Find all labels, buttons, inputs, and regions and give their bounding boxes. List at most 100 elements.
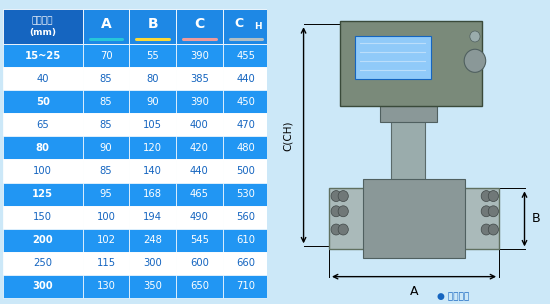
Circle shape	[464, 49, 486, 72]
Bar	[3, 44, 82, 67]
Text: 65: 65	[36, 120, 49, 130]
Text: 350: 350	[144, 282, 162, 291]
Text: 15~25: 15~25	[25, 51, 61, 60]
Text: 650: 650	[190, 282, 209, 291]
Bar	[129, 9, 176, 44]
Bar	[3, 9, 82, 44]
Text: 545: 545	[190, 235, 209, 245]
Bar	[82, 136, 129, 160]
Bar	[129, 275, 176, 298]
Circle shape	[488, 206, 498, 217]
Text: 450: 450	[236, 97, 256, 107]
Bar	[82, 229, 129, 252]
Text: 100: 100	[97, 212, 116, 222]
Bar	[82, 206, 129, 229]
Bar	[355, 36, 431, 79]
Text: 100: 100	[33, 166, 52, 176]
Text: 仪表口径
(mm): 仪表口径 (mm)	[29, 16, 56, 37]
Text: ● 常规仪表: ● 常规仪表	[437, 292, 469, 301]
Text: 600: 600	[190, 258, 209, 268]
Circle shape	[338, 191, 348, 202]
Text: 85: 85	[100, 97, 112, 107]
Bar	[223, 90, 270, 113]
Circle shape	[331, 224, 341, 235]
Bar	[223, 9, 270, 44]
Bar	[329, 188, 499, 249]
Text: B: B	[531, 212, 540, 225]
Bar	[223, 160, 270, 182]
Bar	[3, 160, 82, 182]
Circle shape	[331, 191, 341, 202]
Bar	[176, 206, 223, 229]
Text: C(CH): C(CH)	[283, 120, 293, 150]
Text: 385: 385	[190, 74, 209, 84]
Text: 150: 150	[33, 212, 52, 222]
Bar	[176, 160, 223, 182]
Bar	[82, 113, 129, 136]
Bar	[176, 44, 223, 67]
Text: C: C	[194, 16, 205, 31]
Bar	[82, 275, 129, 298]
Bar	[3, 113, 82, 136]
Circle shape	[488, 191, 498, 202]
Bar	[392, 116, 425, 188]
Text: 250: 250	[33, 258, 52, 268]
Text: 465: 465	[190, 189, 209, 199]
Text: 455: 455	[236, 51, 256, 60]
Text: A: A	[410, 285, 419, 298]
Bar	[82, 160, 129, 182]
Circle shape	[481, 224, 491, 235]
Bar	[223, 136, 270, 160]
Text: 470: 470	[236, 120, 256, 130]
Bar	[129, 206, 176, 229]
Bar	[129, 67, 176, 90]
Text: 440: 440	[236, 74, 255, 84]
Bar	[82, 182, 129, 206]
Bar	[176, 67, 223, 90]
Bar	[129, 44, 176, 67]
Bar	[223, 206, 270, 229]
Text: 105: 105	[143, 120, 162, 130]
Text: 420: 420	[190, 143, 209, 153]
Bar	[340, 21, 482, 106]
Bar	[223, 67, 270, 90]
Bar	[363, 179, 465, 258]
Bar	[3, 229, 82, 252]
Bar	[223, 182, 270, 206]
Text: 390: 390	[190, 97, 209, 107]
Text: 70: 70	[100, 51, 112, 60]
Bar	[3, 182, 82, 206]
Text: 90: 90	[100, 143, 112, 153]
Bar	[176, 229, 223, 252]
Bar	[176, 275, 223, 298]
Circle shape	[470, 31, 480, 42]
Text: 80: 80	[36, 143, 50, 153]
Bar	[82, 90, 129, 113]
Bar	[223, 275, 270, 298]
Text: 440: 440	[190, 166, 209, 176]
Bar	[380, 106, 437, 122]
Text: 55: 55	[146, 51, 159, 60]
Text: 660: 660	[236, 258, 256, 268]
Bar	[129, 136, 176, 160]
Text: 85: 85	[100, 74, 112, 84]
Bar	[223, 113, 270, 136]
Bar	[176, 90, 223, 113]
Bar	[82, 67, 129, 90]
Text: 80: 80	[146, 74, 159, 84]
Text: 480: 480	[236, 143, 255, 153]
Bar	[129, 113, 176, 136]
Text: 120: 120	[143, 143, 162, 153]
Text: 95: 95	[100, 189, 112, 199]
Bar	[223, 229, 270, 252]
Text: 390: 390	[190, 51, 209, 60]
Text: 102: 102	[97, 235, 116, 245]
Circle shape	[331, 206, 341, 217]
Bar	[223, 252, 270, 275]
Text: 610: 610	[236, 235, 256, 245]
Text: 85: 85	[100, 120, 112, 130]
Bar	[176, 252, 223, 275]
Bar	[223, 44, 270, 67]
Bar	[3, 90, 82, 113]
Text: 710: 710	[236, 282, 256, 291]
